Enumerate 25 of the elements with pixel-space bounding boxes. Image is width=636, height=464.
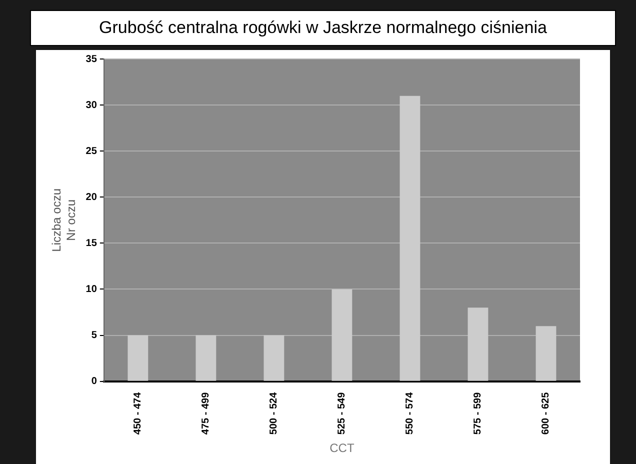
- bar: [196, 335, 216, 381]
- y-tick-label: 0: [91, 376, 98, 388]
- y-tick-label: 10: [86, 284, 98, 295]
- y-tick-label: 30: [86, 100, 98, 111]
- x-tick-label: 450 - 474: [132, 392, 144, 435]
- x-tick-label: 525 - 549: [336, 392, 348, 435]
- y-tick-label: 5: [91, 330, 98, 342]
- bar: [128, 335, 148, 381]
- y-tick-label: 35: [86, 54, 98, 65]
- chart-title: Grubość centralna rogówki w Jaskrze normalnego ciśnienia: [30, 10, 616, 46]
- bar: [468, 308, 488, 381]
- bar: [332, 289, 352, 381]
- y-tick-label: 15: [86, 238, 98, 249]
- x-tick-label: 550 - 574: [404, 392, 416, 435]
- bar: [536, 326, 556, 381]
- y-tick-label: 25: [86, 146, 98, 157]
- x-tick-label: 600 - 625: [540, 392, 552, 435]
- x-tick-label: 475 - 499: [200, 392, 212, 435]
- bar: [400, 96, 420, 381]
- x-tick-label: 575 - 599: [472, 392, 484, 435]
- y-tick-label: 20: [86, 192, 98, 203]
- x-tick-label: 500 - 524: [268, 392, 280, 435]
- bar: [264, 335, 284, 381]
- y-axis-title: Liczba oczu Nr oczu: [50, 188, 78, 252]
- x-axis-title: CCT: [330, 441, 355, 456]
